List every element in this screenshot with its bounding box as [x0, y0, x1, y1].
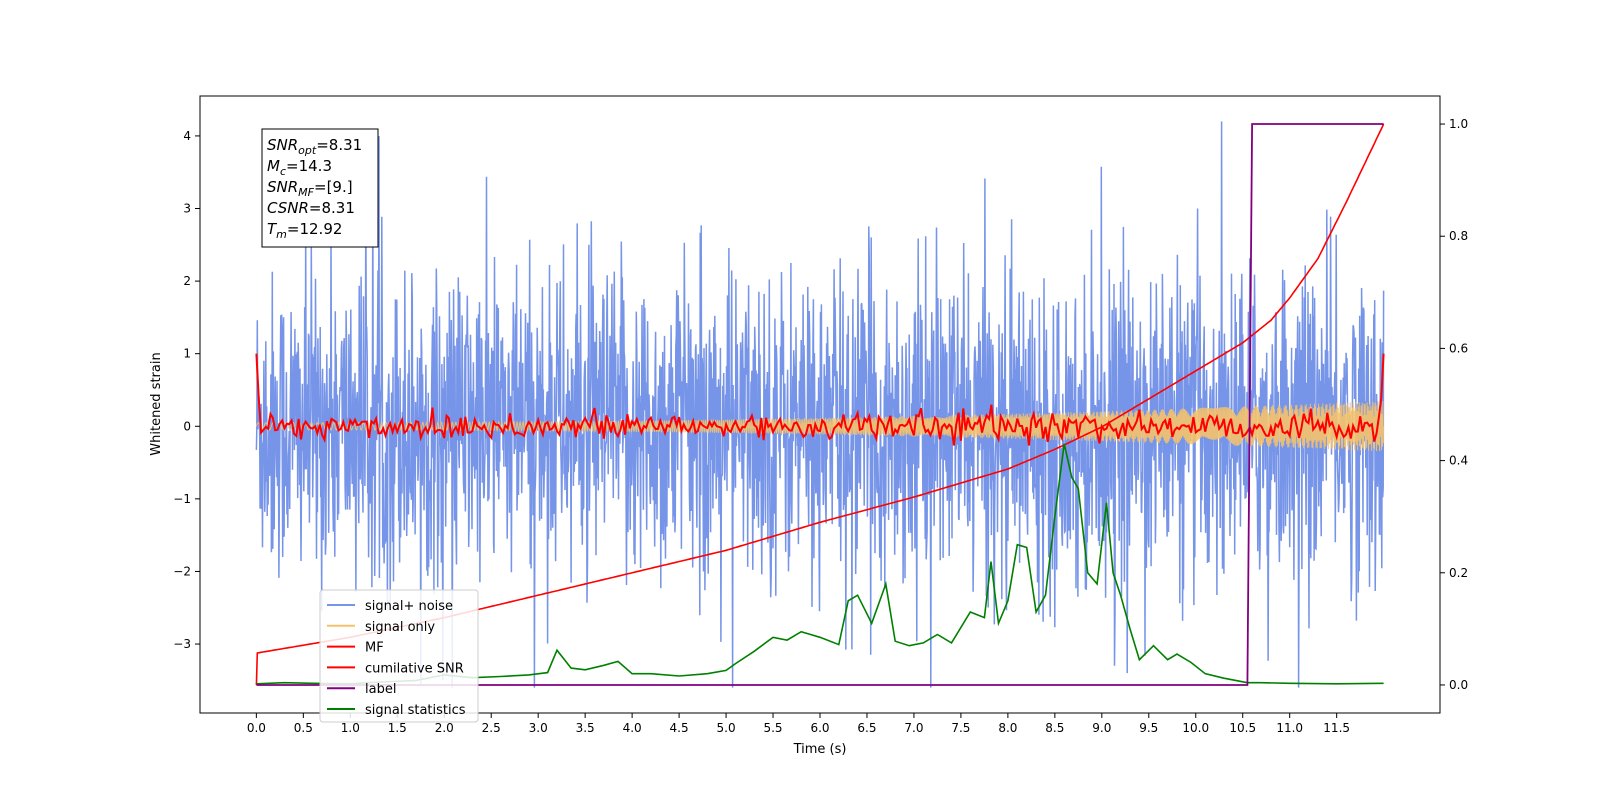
x-tick-label: 4.0 [623, 721, 642, 735]
legend: signal+ noise signal only MF cumilative SNR… [319, 589, 479, 723]
x-tick-label: 3.5 [576, 721, 595, 735]
y-left-tick-label: 2 [183, 274, 191, 288]
y-left-tick-label: −1 [173, 492, 191, 506]
series-label-line [256, 123, 1384, 686]
legend-label: signal only [365, 620, 435, 635]
x-tick-label: 11.0 [1276, 721, 1303, 735]
y-right-tick-label: 1.0 [1449, 117, 1468, 131]
legend-item: signal only [327, 620, 435, 635]
annotation-tm: Tm=12.92 [267, 220, 342, 241]
annotation-snr-opt: SNRopt=8.31 [267, 136, 362, 157]
x-tick-label: 1.0 [341, 721, 360, 735]
x-tick-label: 7.5 [951, 721, 970, 735]
x-tick-label: 1.5 [388, 721, 407, 735]
x-tick-label: 6.0 [810, 721, 829, 735]
x-axis-label: Time (s) [793, 742, 847, 757]
x-tick-label: 11.5 [1323, 721, 1350, 735]
legend-frame [319, 589, 479, 723]
x-tick-label: 9.5 [1139, 721, 1158, 735]
legend-item: label [327, 682, 396, 697]
x-tick-label: 3.0 [529, 721, 548, 735]
y-left-tick-label: 1 [183, 347, 191, 361]
series-mf-line [255, 353, 1385, 446]
legend-item: signal+ noise [327, 599, 453, 614]
y-axis-right-ticks: 0.0 0.2 0.4 0.6 0.8 1.0 [1440, 117, 1468, 692]
x-tick-label: 10.0 [1182, 721, 1209, 735]
x-tick-label: 9.0 [1092, 721, 1111, 735]
x-tick-label: 0.0 [247, 721, 266, 735]
x-tick-label: 5.5 [763, 721, 782, 735]
y-right-tick-label: 0.6 [1449, 341, 1468, 355]
annotation-mc: Mc=14.3 [267, 157, 332, 178]
y-right-tick-label: 0.8 [1449, 229, 1468, 243]
x-tick-label: 8.0 [998, 721, 1017, 735]
y-axis-label: Whitened strain [149, 352, 164, 455]
legend-label: signal statistics [365, 703, 466, 718]
legend-item: signal statistics [327, 703, 466, 718]
y-right-tick-label: 0.4 [1449, 454, 1468, 468]
x-axis-ticks: 0.0 0.5 1.0 1.5 2.0 2.5 3.0 3.5 4.0 4.5 5.0 5.5 6.0 6… [247, 713, 1350, 735]
x-tick-label: 8.5 [1045, 721, 1064, 735]
y-left-tick-label: −3 [173, 637, 191, 651]
y-left-tick-label: 4 [183, 129, 191, 143]
y-right-tick-label: 0.0 [1449, 678, 1468, 692]
legend-item: MF [327, 641, 384, 656]
y-left-tick-label: −2 [173, 564, 191, 578]
legend-item: cumilative SNR [327, 661, 464, 676]
x-tick-label: 2.5 [482, 721, 501, 735]
x-tick-label: 10.5 [1229, 721, 1256, 735]
series-signal-statistics-line [256, 443, 1384, 685]
x-tick-label: 7.0 [904, 721, 923, 735]
x-tick-label: 4.5 [670, 721, 689, 735]
annotation-frame [261, 128, 379, 248]
series-signal-noise-line [255, 121, 1385, 688]
legend-label: label [365, 682, 396, 697]
annotation-snr-mf: SNRMF=[9.] [267, 178, 353, 199]
x-tick-label: 5.0 [717, 721, 736, 735]
legend-label: cumilative SNR [365, 661, 464, 676]
annotation-csnr: CSNR=8.31 [267, 199, 355, 217]
legend-label: MF [365, 641, 384, 656]
x-tick-label: 0.5 [294, 721, 313, 735]
legend-label: signal+ noise [365, 599, 453, 614]
x-tick-label: 6.5 [857, 721, 876, 735]
x-tick-label: 2.0 [435, 721, 454, 735]
y-left-tick-label: 3 [183, 202, 191, 216]
snr-annotation-box: SNRopt=8.31 Mc=14.3 SNRMF=[9.] CSNR=8.31… [261, 128, 379, 248]
y-left-tick-label: 0 [183, 419, 191, 433]
y-axis-left-ticks: −3 −2 −1 0 1 2 3 4 [173, 129, 200, 651]
y-right-tick-label: 0.2 [1449, 566, 1468, 580]
